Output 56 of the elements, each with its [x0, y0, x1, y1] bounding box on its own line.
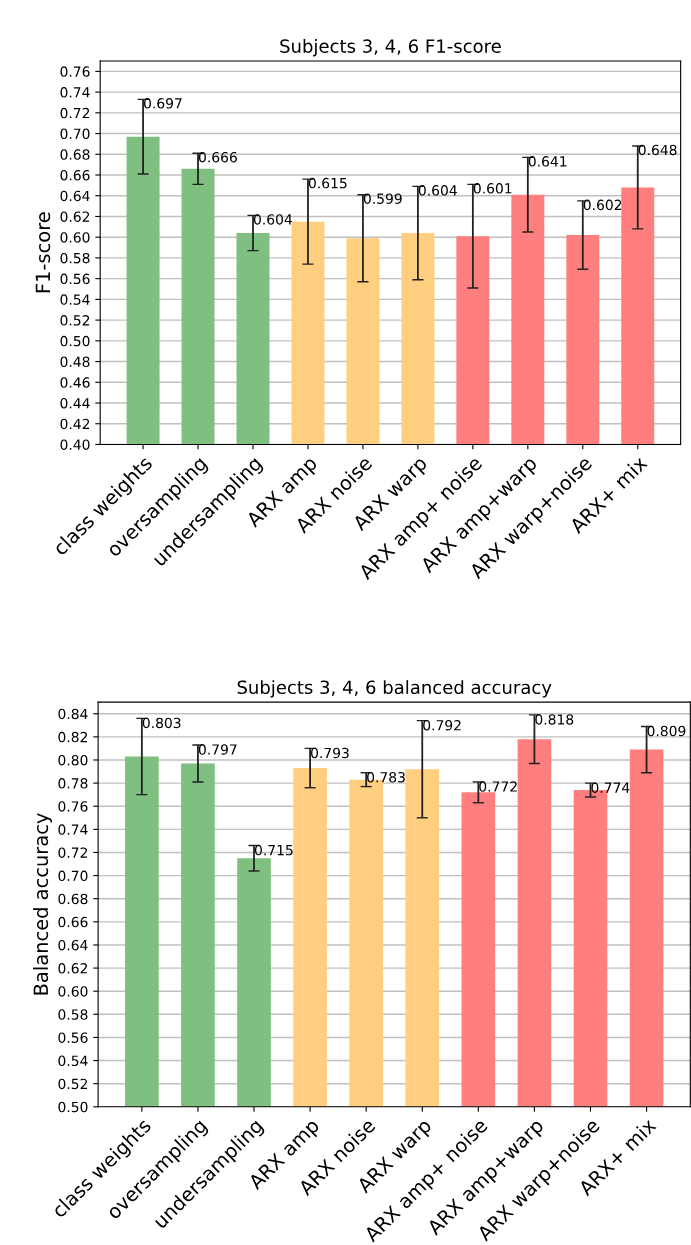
y-tick-label: 0.62	[58, 963, 88, 974]
y-tick-label: 0.44	[60, 397, 90, 409]
y-tick-label: 0.56	[60, 273, 90, 285]
y-tick-label: 0.72	[58, 847, 88, 858]
chart-title: Subjects 3, 4, 6 F1-score	[280, 38, 501, 57]
y-tick-label: 0.64	[60, 190, 90, 202]
chart-title: Subjects 3, 4, 6 balanced accuracy	[237, 680, 552, 698]
y-tick-label: 0.60	[58, 986, 88, 997]
y-axis-title: Balanced accuracy	[33, 813, 52, 995]
y-tick-label: 0.76	[60, 66, 90, 77]
data-label: 0.818	[535, 714, 574, 725]
y-tick-label: 0.52	[58, 1078, 88, 1090]
y-tick-label: 0.82	[58, 731, 88, 743]
y-tick-label: 0.52	[60, 315, 90, 326]
data-label: 0.793	[311, 747, 349, 759]
y-tick-label: 0.70	[60, 128, 90, 140]
data-label: 0.809	[647, 725, 686, 737]
y-tick-label: 0.62	[60, 211, 90, 222]
y-tick-label: 0.60	[60, 232, 90, 243]
y-tick-label: 0.56	[58, 1032, 88, 1043]
y-tick-label: 0.48	[60, 356, 90, 368]
y-tick-label: 0.64	[58, 939, 88, 951]
y-tick-label: 0.40	[60, 439, 90, 450]
y-tick-label: 0.70	[58, 870, 88, 882]
data-label: 0.604	[418, 185, 457, 196]
y-tick-label: 0.58	[60, 252, 90, 264]
y-tick-label: 0.78	[58, 778, 88, 789]
y-tick-label: 0.74	[60, 87, 90, 98]
y-tick-label: 0.54	[58, 1055, 88, 1067]
y-tick-label: 0.76	[58, 801, 88, 812]
data-label: 0.792	[423, 719, 461, 731]
data-label: 0.715	[254, 844, 293, 856]
data-label: 0.772	[479, 781, 517, 792]
y-tick-label: 0.74	[58, 824, 88, 835]
y-tick-label: 0.68	[60, 149, 90, 160]
data-label: 0.783	[367, 772, 405, 783]
y-tick-label: 0.84	[58, 708, 88, 720]
data-label: 0.604	[253, 214, 292, 225]
y-tick-label: 0.68	[58, 893, 88, 905]
data-label: 0.774	[591, 782, 630, 793]
y-tick-label: 0.80	[58, 754, 88, 766]
y-tick-label: 0.46	[60, 377, 90, 388]
y-axis-title: F1-score	[35, 212, 51, 293]
y-tick-label: 0.50	[60, 335, 90, 347]
y-tick-label: 0.66	[58, 916, 88, 928]
data-label: 0.599	[363, 193, 402, 204]
y-tick-label: 0.42	[60, 418, 90, 430]
y-tick-label: 0.72	[60, 107, 90, 119]
y-tick-label: 0.58	[58, 1009, 88, 1020]
data-label: 0.666	[198, 151, 237, 163]
data-label: 0.797	[198, 744, 237, 755]
y-tick-label: 0.50	[58, 1101, 88, 1113]
data-label: 0.697	[143, 98, 182, 109]
y-tick-label: 0.54	[60, 294, 90, 305]
y-tick-label: 0.66	[60, 169, 90, 181]
data-label: 0.615	[308, 177, 347, 189]
